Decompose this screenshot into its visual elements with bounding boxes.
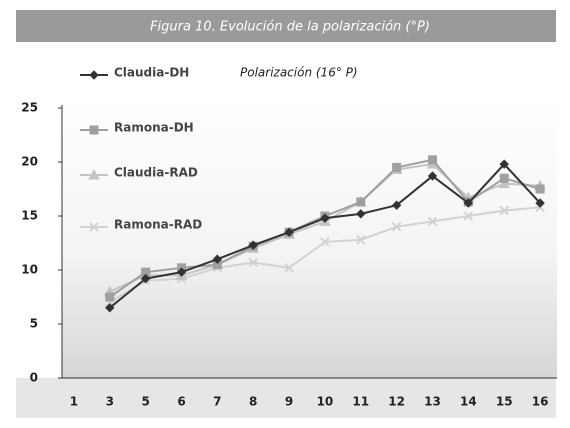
- legend-label: Claudia-RAD: [114, 166, 198, 180]
- data-point: [176, 267, 187, 277]
- data-point: [392, 162, 402, 172]
- data-point: [284, 263, 294, 273]
- x-tick-label: 13: [424, 395, 441, 409]
- data-point: [427, 171, 438, 181]
- data-point: [499, 173, 509, 183]
- x-tick-label: 12: [388, 395, 405, 409]
- legend-label: Ramona-DH: [114, 121, 194, 135]
- plot-area: [62, 100, 557, 378]
- y-tick-label: 20: [21, 155, 38, 169]
- x-tick-label: 11: [352, 395, 369, 409]
- x-tick-label: 7: [213, 395, 221, 409]
- data-point: [391, 222, 402, 232]
- data-point: [463, 198, 474, 208]
- data-point: [535, 198, 545, 208]
- x-tick-label: 5: [141, 395, 149, 409]
- data-point: [105, 292, 115, 302]
- x-tick-label: 6: [177, 395, 185, 409]
- data-point: [427, 216, 438, 227]
- axis-band: [16, 378, 556, 418]
- x-tick-label: 1: [70, 395, 78, 409]
- legend-marker: [88, 168, 100, 180]
- x-tick-label: 3: [106, 395, 114, 409]
- x-tick-label: 14: [460, 395, 477, 409]
- data-point: [320, 213, 330, 223]
- data-point: [499, 159, 509, 169]
- legend-label: Ramona-RAD: [114, 218, 202, 232]
- x-tick-label: 15: [496, 395, 513, 409]
- legend-marker: [89, 125, 99, 135]
- data-point: [356, 209, 366, 219]
- x-tick-label: 16: [532, 395, 549, 409]
- data-point: [356, 197, 366, 207]
- legend-label: Claudia-DH: [114, 66, 189, 80]
- x-tick-label: 10: [317, 395, 334, 409]
- y-tick-label: 5: [30, 317, 38, 331]
- x-tick-label: 9: [285, 395, 293, 409]
- data-point: [248, 257, 258, 268]
- data-point: [212, 254, 223, 264]
- data-point: [499, 205, 509, 216]
- data-point: [498, 177, 511, 189]
- y-tick-label: 10: [21, 263, 38, 277]
- y-tick-label: 15: [21, 209, 38, 223]
- data-point: [320, 237, 330, 247]
- x-tick-label: 8: [249, 395, 257, 409]
- data-point: [535, 184, 545, 194]
- data-point: [105, 303, 115, 313]
- chart-subtitle: Polarización (16° P): [240, 66, 358, 80]
- data-point: [356, 235, 366, 245]
- data-point: [248, 240, 258, 250]
- y-tick-label: 0: [30, 371, 38, 385]
- chart-title: Figura 10. Evolución de la polarización …: [150, 20, 430, 35]
- title-banner: [16, 10, 556, 42]
- legend-marker: [89, 70, 99, 80]
- data-point: [391, 200, 402, 210]
- y-tick-label: 25: [21, 101, 38, 115]
- legend-marker: [89, 222, 99, 232]
- data-point: [284, 227, 294, 237]
- data-point: [463, 211, 474, 221]
- data-point: [428, 155, 437, 165]
- data-point: [140, 273, 151, 284]
